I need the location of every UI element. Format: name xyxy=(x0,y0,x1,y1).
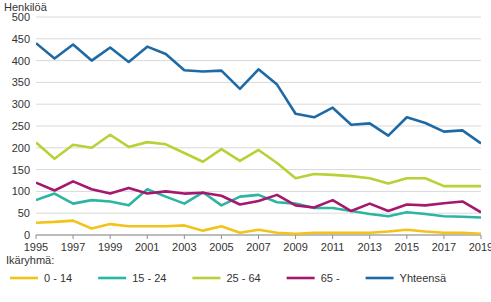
grid-line xyxy=(36,147,481,148)
grid-line xyxy=(36,17,481,18)
y-tick-label: 250 xyxy=(12,120,30,132)
x-tick-label: 1999 xyxy=(98,241,122,253)
x-tick xyxy=(332,235,333,239)
x-tick xyxy=(406,235,407,239)
x-tick-label: 1995 xyxy=(24,241,48,253)
y-tick-label: 400 xyxy=(12,55,30,67)
grid-line xyxy=(36,126,481,127)
y-tick-label: 100 xyxy=(12,185,30,197)
legend-label: 0 - 14 xyxy=(44,272,72,284)
y-tick-label: 350 xyxy=(12,76,30,88)
chart: 0501001502002503003504004505001995199719… xyxy=(0,0,491,302)
x-tick-label: 2007 xyxy=(246,241,270,253)
x-tick-label: 2015 xyxy=(395,241,419,253)
y-tick-label: 0 xyxy=(24,229,30,241)
legend-swatch xyxy=(10,277,38,280)
legend-swatch xyxy=(287,277,315,280)
grid-line xyxy=(36,104,481,105)
legend-swatch xyxy=(366,277,394,280)
series-line xyxy=(36,189,481,217)
y-tick-label: 200 xyxy=(12,142,30,154)
x-tick xyxy=(481,235,482,239)
x-tick-label: 2003 xyxy=(172,241,196,253)
x-tick xyxy=(369,235,370,239)
legend-label: 65 - xyxy=(321,272,340,284)
y-tick-label: 150 xyxy=(12,164,30,176)
x-tick-label: 2017 xyxy=(432,241,456,253)
x-tick-label: 2001 xyxy=(135,241,159,253)
legend-title: Ikäryhmä: xyxy=(6,254,54,266)
series-line xyxy=(36,135,481,186)
y-tick-label: 50 xyxy=(18,207,30,219)
x-tick xyxy=(147,235,148,239)
legend-swatch xyxy=(98,277,126,280)
x-tick xyxy=(184,235,185,239)
x-tick-label: 2013 xyxy=(358,241,382,253)
x-tick-label: 2019 xyxy=(469,241,491,253)
x-tick xyxy=(443,235,444,239)
series-line xyxy=(36,43,481,143)
x-tick xyxy=(73,235,74,239)
y-label: Henkilöä xyxy=(4,1,48,13)
lines xyxy=(36,43,481,234)
x-tick-label: 2011 xyxy=(321,241,345,253)
legend-swatch xyxy=(192,277,220,280)
x-tick xyxy=(221,235,222,239)
grid xyxy=(36,17,481,235)
x-tick-label: 2009 xyxy=(283,241,307,253)
series-line xyxy=(36,181,481,212)
series-line xyxy=(36,221,481,234)
y-tick-label: 300 xyxy=(12,98,30,110)
grid-line xyxy=(36,38,481,39)
legend-label: Yhteensä xyxy=(400,272,447,284)
y-tick-label: 450 xyxy=(12,33,30,45)
legend-label: 15 - 24 xyxy=(132,272,166,284)
x-tick-label: 2005 xyxy=(209,241,233,253)
grid-line xyxy=(36,82,481,83)
grid-line xyxy=(36,169,481,170)
legend-label: 25 - 64 xyxy=(226,272,260,284)
x-tick xyxy=(258,235,259,239)
x-tick xyxy=(295,235,296,239)
x-tick-label: 1997 xyxy=(61,241,85,253)
x-tick xyxy=(110,235,111,239)
legend: Ikäryhmä: 0 - 14 15 - 24 25 - 64 65 - Yhteens… xyxy=(6,254,447,284)
grid-line xyxy=(36,60,481,61)
x-tick xyxy=(36,235,37,239)
